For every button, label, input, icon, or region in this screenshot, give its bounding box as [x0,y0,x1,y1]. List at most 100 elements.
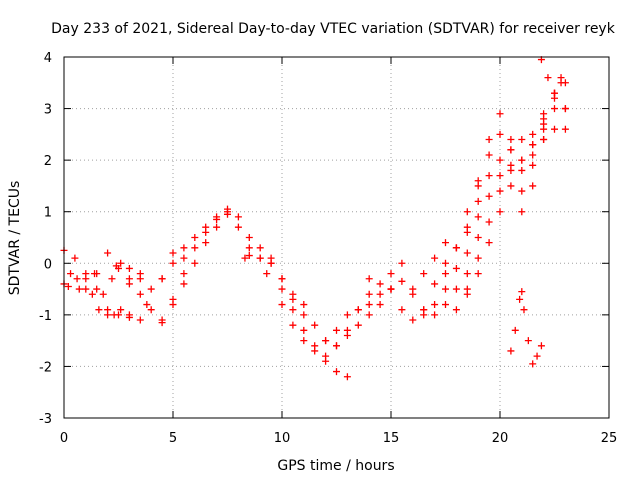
data-point [520,306,528,314]
data-point [420,270,428,278]
data-point [64,282,72,290]
data-point [224,205,231,213]
y-tick-label: -3 [39,412,52,427]
data-point [551,89,558,97]
data-point [202,239,210,247]
data-point [365,311,373,319]
data-point [496,208,504,216]
data-point [409,316,417,324]
data-point [507,161,515,169]
data-point [511,326,519,334]
data-point [213,213,221,221]
data-point [376,290,384,298]
data-point [112,262,120,270]
data-point [191,244,199,252]
series-track-14 [442,89,569,278]
y-tick-label: 4 [44,51,52,66]
data-point [474,254,482,262]
data-point [409,285,417,293]
data-point [180,270,188,278]
data-point [93,285,101,293]
data-point [540,125,548,133]
data-point [73,275,81,283]
data-point [529,182,537,190]
data-point [516,295,524,303]
data-point [75,285,83,293]
data-point [256,254,264,262]
data-point [180,280,188,288]
data-point [333,368,340,376]
data-point [311,321,319,329]
data-point [529,130,537,138]
data-point [442,239,449,247]
data-point [463,290,471,298]
data-point [485,192,493,200]
data-point [263,270,271,278]
data-point [398,259,406,267]
series-track-7 [143,205,308,319]
data-point [333,326,340,334]
data-point [452,306,460,314]
data-point [529,161,537,169]
data-point [485,136,493,144]
data-point [343,311,351,319]
y-tick-label: 0 [44,257,52,272]
data-point [300,337,308,345]
data-point [376,280,384,288]
data-point [507,182,515,190]
data-point [474,270,482,278]
data-point [529,151,537,159]
series-track-11 [365,234,482,324]
series-track-10 [322,270,471,345]
x-tick-label: 25 [601,431,618,446]
data-point [496,130,504,138]
data-point [442,301,449,309]
data-point [191,234,199,241]
data-points [60,56,569,381]
data-point [431,280,439,288]
data-point [136,275,144,283]
data-point [365,290,373,298]
data-point [507,347,515,355]
axis-ticks: 0 5 10 15 20 25 -3 -2 -1 0 1 2 3 4 [39,51,617,446]
data-point [474,213,482,221]
data-point [191,259,199,267]
data-point [108,275,116,283]
y-tick-label: -1 [39,309,52,324]
data-point [322,337,330,345]
data-point [333,342,340,350]
data-point [387,270,395,278]
data-point [136,316,144,324]
data-point [169,259,177,267]
y-tick-label: 3 [44,103,52,118]
data-point [104,249,112,257]
data-point [354,306,362,314]
data-point [99,290,107,298]
data-point [496,187,504,195]
data-point [117,306,125,314]
data-point [551,105,558,113]
data-point [147,285,155,293]
data-point [561,125,569,133]
data-point [463,270,471,278]
data-point [241,254,249,262]
x-tick-label: 10 [274,431,291,446]
data-point [278,285,286,293]
data-point [496,172,504,180]
data-point [343,331,351,339]
y-axis-label: SDTVAR / TECUs [7,181,23,296]
data-point [431,254,439,262]
data-point [322,352,330,360]
data-point [463,223,471,231]
data-point [125,264,133,272]
data-point [180,254,188,262]
data-point [398,306,406,314]
data-point [289,306,297,314]
data-point [278,275,286,283]
data-point [143,301,151,309]
data-point [117,259,125,267]
data-point [496,156,504,164]
data-point [245,252,253,260]
data-point [169,249,177,257]
